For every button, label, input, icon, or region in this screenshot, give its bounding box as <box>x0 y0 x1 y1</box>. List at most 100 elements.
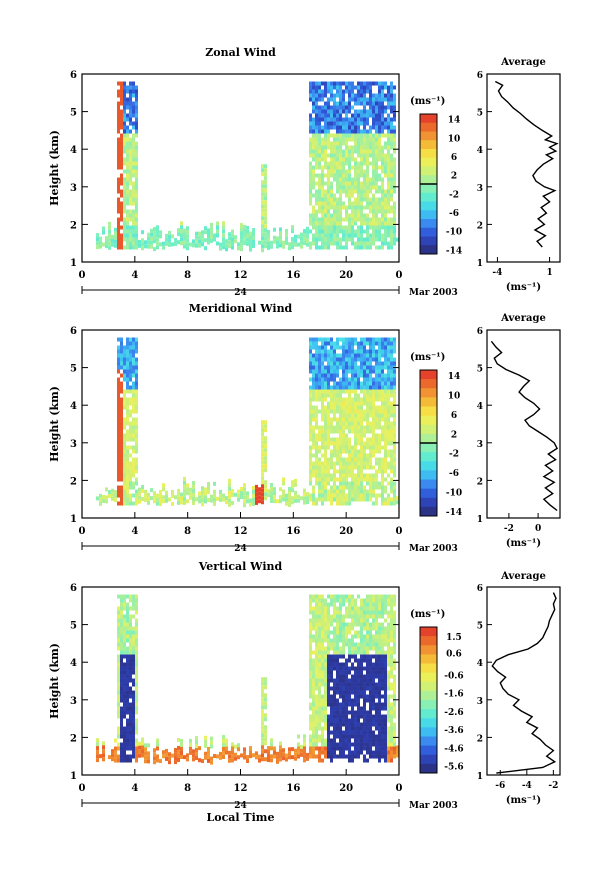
heatmap-cell <box>336 643 339 647</box>
heatmap-cell <box>264 180 267 184</box>
heatmap-cell <box>264 240 267 244</box>
heatmap-cell <box>330 218 333 222</box>
colorbar-unit: (ms⁻¹) <box>410 352 445 363</box>
heatmap-cell <box>351 218 354 222</box>
heatmap-cell <box>309 86 312 90</box>
heatmap-cell <box>129 190 132 194</box>
average-x-label: (ms⁻¹) <box>506 282 541 293</box>
heatmap-cell <box>351 462 354 466</box>
heatmap-cell <box>321 627 324 631</box>
heatmap-cell <box>135 607 138 611</box>
heatmap-cell <box>240 491 243 495</box>
heatmap-cell <box>375 659 378 663</box>
heatmap-cell <box>378 358 381 362</box>
heatmap-cell <box>381 446 384 450</box>
heatmap-cell <box>315 82 318 86</box>
heatmap-cell <box>309 202 312 206</box>
heatmap-cell <box>120 234 123 238</box>
heatmap-cell <box>381 462 384 466</box>
heatmap-cell <box>369 623 372 627</box>
heatmap-cell <box>360 458 363 462</box>
colorbar-segment <box>420 682 437 692</box>
heatmap-cell <box>393 426 396 430</box>
heatmap-cell <box>279 231 282 235</box>
heatmap-cell <box>129 110 132 114</box>
heatmap-cell <box>372 402 375 406</box>
heatmap-cell <box>369 410 372 414</box>
heatmap-cell <box>372 382 375 386</box>
heatmap-cell <box>375 230 378 234</box>
heatmap-cell <box>312 619 315 623</box>
heatmap-cell <box>381 234 384 238</box>
heatmap-cell <box>354 358 357 362</box>
heatmap-cell <box>360 102 363 106</box>
heatmap-cell <box>135 635 138 639</box>
heatmap-cell <box>384 418 387 422</box>
heatmap-cell <box>123 619 126 623</box>
heatmap-cell <box>360 743 363 747</box>
heatmap-cell <box>210 737 213 741</box>
heatmap-cell <box>387 374 390 378</box>
colorbar-segment <box>420 114 437 123</box>
heatmap-cell <box>360 398 363 402</box>
heatmap-cell <box>339 470 342 474</box>
heatmap-cell <box>150 233 153 237</box>
heatmap-cell <box>309 462 312 466</box>
heatmap-cell <box>318 595 321 599</box>
heatmap-cell <box>132 398 135 402</box>
heatmap-cell <box>330 214 333 218</box>
heatmap-cell <box>372 623 375 627</box>
heatmap-cell <box>366 731 369 735</box>
heatmap-cell <box>345 138 348 142</box>
heatmap-cell <box>351 458 354 462</box>
heatmap-cell <box>126 158 129 162</box>
heatmap-cell <box>120 478 123 482</box>
heatmap-cell <box>348 358 351 362</box>
heatmap-cell <box>369 94 372 98</box>
heatmap-cell <box>129 631 132 635</box>
heatmap-cell <box>126 138 129 142</box>
heatmap-cell <box>363 454 366 458</box>
heatmap-cell <box>264 232 267 236</box>
heatmap-cell <box>321 186 324 190</box>
heatmap-cell <box>216 230 219 234</box>
heatmap-cell <box>225 247 228 251</box>
heatmap-cell <box>318 675 321 679</box>
x-tick-label: 16 <box>286 270 300 281</box>
heatmap-cell <box>390 98 393 102</box>
heatmap-cell <box>327 747 330 751</box>
heatmap-cell <box>351 226 354 230</box>
heatmap-cell <box>351 382 354 386</box>
x-tick-label: 8 <box>184 783 191 794</box>
heatmap-cell <box>324 739 327 743</box>
heatmap-cell <box>117 474 120 478</box>
heatmap-cell <box>381 655 384 659</box>
heatmap-cell <box>135 362 138 366</box>
heatmap-cell <box>321 410 324 414</box>
heatmap-cell <box>117 667 120 671</box>
heatmap-cell <box>102 745 105 749</box>
heatmap-cell <box>240 227 243 231</box>
heatmap-cell <box>372 611 375 615</box>
heatmap-cell <box>384 603 387 607</box>
heatmap-cell <box>381 118 384 122</box>
heatmap-cell <box>393 739 396 743</box>
heatmap-cell <box>120 118 123 122</box>
heatmap-cell <box>393 422 396 426</box>
heatmap-cell <box>174 748 177 752</box>
heatmap-cell <box>327 739 330 743</box>
heatmap-cell <box>390 647 393 651</box>
heatmap-cell <box>354 94 357 98</box>
heatmap-cell <box>321 218 324 222</box>
heatmap-cell <box>162 483 165 487</box>
heatmap-cell <box>312 110 315 114</box>
heatmap-cell <box>192 753 195 757</box>
heatmap-cell <box>318 114 321 118</box>
colorbar-segment <box>420 237 437 246</box>
heatmap-cell <box>363 106 366 110</box>
heatmap-cell <box>378 422 381 426</box>
heatmap-cell <box>393 186 396 190</box>
heatmap-cell <box>360 122 363 126</box>
heatmap-cell <box>384 627 387 631</box>
heatmap-cell <box>207 236 210 240</box>
